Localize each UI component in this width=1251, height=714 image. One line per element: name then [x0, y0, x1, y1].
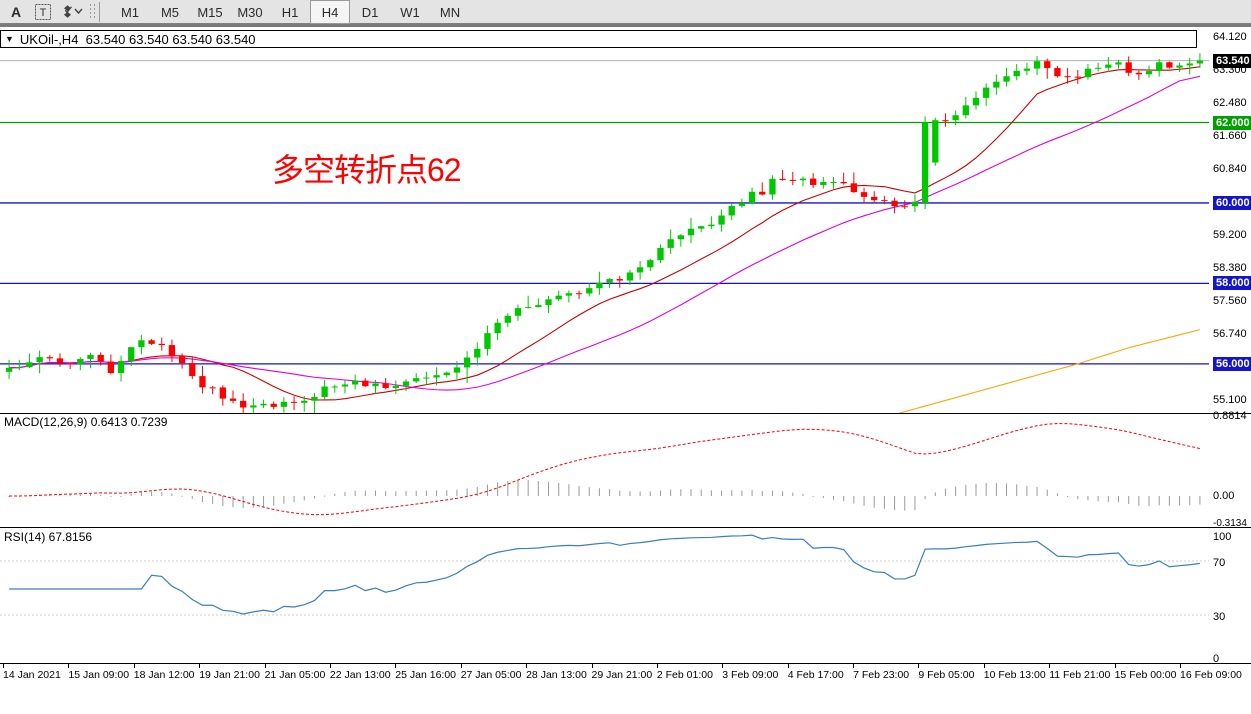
svg-text:T: T [40, 7, 47, 19]
